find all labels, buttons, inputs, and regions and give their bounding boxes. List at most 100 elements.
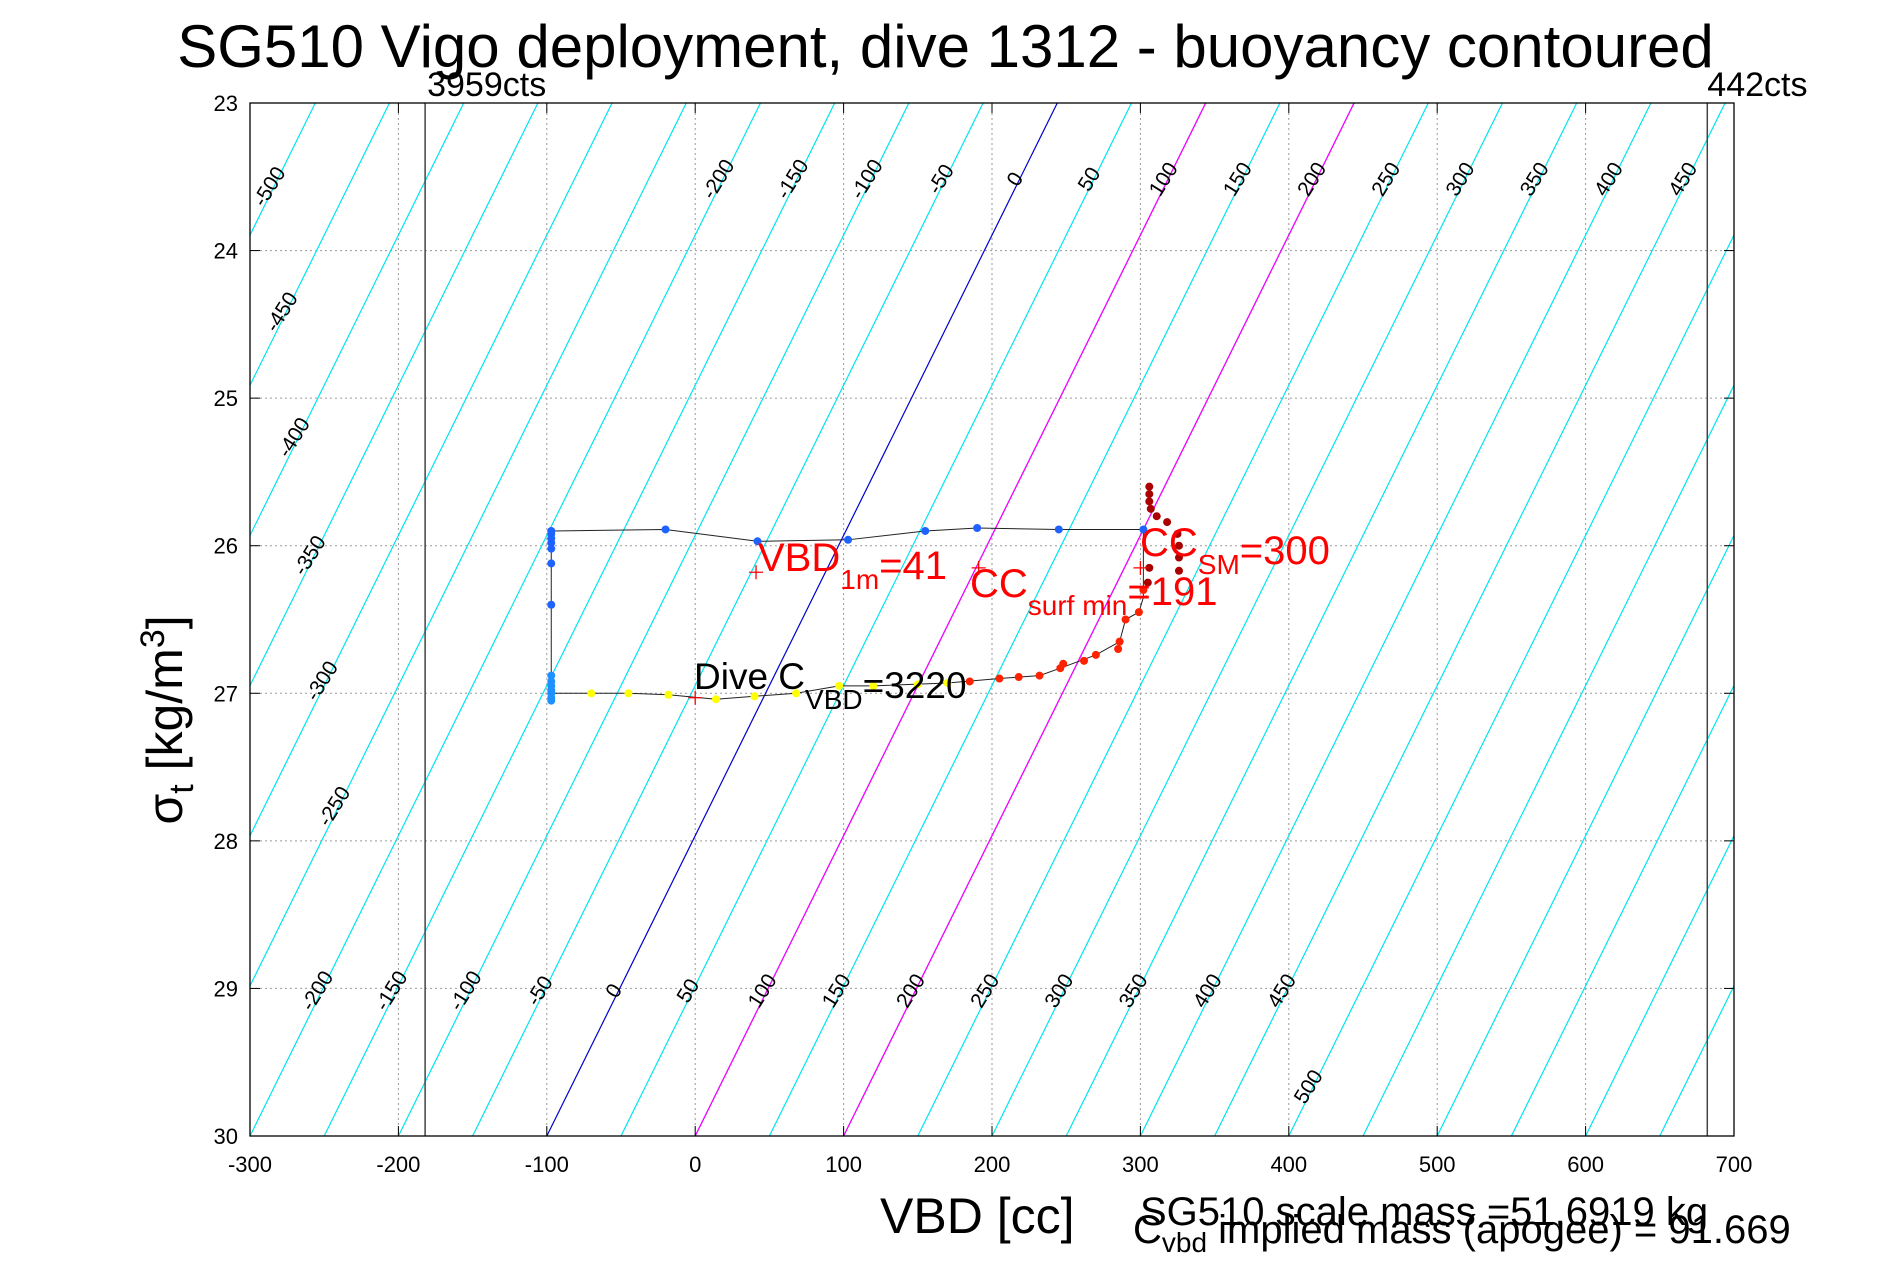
- y-tick-label: 30: [214, 1124, 238, 1149]
- data-point: [547, 559, 556, 568]
- data-point: [1134, 608, 1143, 617]
- annotation-vbd-1m-main: VBD: [758, 536, 840, 580]
- implied-mass-c: C: [1133, 1208, 1162, 1252]
- series-surface: [1143, 482, 1183, 587]
- data-point: [750, 692, 759, 701]
- contour-label: -500: [249, 163, 291, 211]
- data-point: [1035, 671, 1044, 680]
- data-point: [753, 537, 762, 546]
- contour-label: 0: [601, 980, 627, 1002]
- y-tick-label: 29: [214, 976, 238, 1001]
- chart-title: SG510 Vigo deployment, dive 1312 - buoya…: [177, 13, 1714, 80]
- contour-label: -100: [445, 967, 487, 1015]
- contour-label: 300: [1441, 158, 1479, 200]
- series-near_surface: [965, 585, 1148, 686]
- y-tick-label: 23: [214, 91, 238, 116]
- buoyancy-contour: [0, 103, 18, 1136]
- annotation-cc-surf-min-main: CC: [970, 562, 1028, 606]
- contour-label: 400: [1590, 158, 1628, 200]
- annotation-cc-sm-value: =300: [1240, 529, 1330, 573]
- data-point: [913, 680, 922, 689]
- contour-label: -200: [698, 155, 740, 203]
- buoyancy-contour: [1288, 233, 1734, 1136]
- data-point: [1152, 512, 1161, 521]
- data-point: [1114, 645, 1123, 654]
- data-point: [1059, 659, 1068, 668]
- y-tick-label: 28: [214, 829, 238, 854]
- y-tick-label: 24: [214, 239, 238, 264]
- marker-vbd_1m: [749, 565, 764, 580]
- x-tick-label: 400: [1270, 1152, 1307, 1177]
- series-bottom: [547, 671, 556, 705]
- contour-label: 400: [1189, 970, 1227, 1012]
- annotation-cc-sm: CCSM=300: [1140, 521, 1330, 580]
- data-point: [1139, 525, 1148, 534]
- buoyancy-contour: [250, 103, 762, 1136]
- data-point: [547, 538, 556, 547]
- annotation-cc-surf-min: CCsurf min=191: [970, 562, 1217, 621]
- contour-label: 250: [1367, 158, 1405, 200]
- data-point: [1163, 518, 1172, 527]
- y-label-unit: [kg/m: [136, 648, 193, 771]
- data-point: [547, 544, 556, 553]
- magenta-reference-line: [694, 103, 1207, 1136]
- x-tick-label: -100: [525, 1152, 569, 1177]
- x-tick-label: 700: [1716, 1152, 1753, 1177]
- buoyancy-contour: [1436, 534, 1734, 1136]
- data-point: [1145, 497, 1154, 506]
- contour-label: -150: [772, 155, 814, 203]
- data-point: [1139, 585, 1148, 594]
- x-tick-label: -200: [376, 1152, 420, 1177]
- vbd-limit-label: 442cts: [1707, 66, 1807, 104]
- y-tick-label: 26: [214, 534, 238, 559]
- y-tick-label: 25: [214, 386, 238, 411]
- data-point: [1173, 529, 1182, 538]
- buoyancy-contour: [0, 103, 241, 1136]
- annotation-vbd-1m-value: =41: [879, 544, 947, 588]
- contour-label: 450: [1664, 158, 1702, 200]
- data-point: [547, 671, 556, 680]
- buoyancy-contour: [1510, 684, 1734, 1136]
- contour-label: 100: [744, 970, 782, 1012]
- buoyancy-contour: [1808, 103, 1891, 1136]
- annotation-dive-cvbd: Dive CVBD=3220: [694, 656, 967, 715]
- data-point: [1054, 525, 1063, 534]
- vbd-limit-label: 3959cts: [427, 66, 546, 104]
- y-label-sigma: σ: [136, 793, 193, 825]
- data-point: [664, 690, 673, 699]
- buoyancy-contour: [250, 103, 539, 687]
- buoyancy-contour: [1659, 984, 1734, 1136]
- data-point: [844, 535, 853, 544]
- contour-label: 300: [1040, 970, 1078, 1012]
- annotation-vbd-1m: VBD1m=41: [758, 536, 947, 595]
- data-point: [547, 600, 556, 609]
- buoyancy-contour: [1362, 383, 1734, 1136]
- annotation-cc-surf-min-value: =191: [1127, 570, 1217, 614]
- buoyancy-contour: [991, 103, 1504, 1136]
- contour-label: -50: [923, 160, 959, 198]
- buoyancy-contour: [1065, 103, 1578, 1136]
- buoyancy-contour: [472, 103, 984, 1136]
- contour-label: 100: [1145, 158, 1183, 200]
- data-point: [1080, 656, 1089, 665]
- x-tick-label: 500: [1419, 1152, 1456, 1177]
- annotation-cc-sm-sub: SM: [1198, 549, 1240, 580]
- data-point: [943, 678, 952, 687]
- marker-dive_cvbd: [688, 690, 703, 705]
- data-point: [1121, 615, 1130, 624]
- x-tick-label: 300: [1122, 1152, 1159, 1177]
- data-point: [1145, 490, 1154, 499]
- data-point: [1145, 563, 1154, 572]
- contour-label: -150: [371, 967, 413, 1015]
- data-point: [661, 525, 670, 534]
- data-point: [835, 681, 844, 690]
- data-point: [1115, 637, 1124, 646]
- buoyancy-contour: [768, 103, 1281, 1136]
- y-axis-label: σt [kg/m3]: [134, 615, 202, 824]
- contour-label: 450: [1263, 970, 1301, 1012]
- contour-label: 0: [1002, 168, 1028, 190]
- annotation-dive-cvbd-value: =3220: [863, 665, 967, 706]
- series-descent: [547, 524, 1148, 609]
- contour-label: -200: [297, 967, 339, 1015]
